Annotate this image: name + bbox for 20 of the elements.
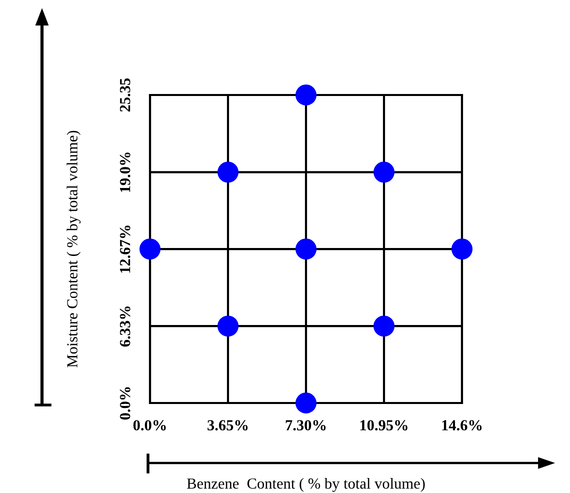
point [217, 162, 239, 183]
point [373, 316, 395, 337]
point [295, 238, 317, 260]
x-tick-label: 3.65% [208, 420, 248, 430]
y-tick-label: 25.35 [120, 78, 130, 112]
x-tick-label: 14.6% [442, 420, 482, 430]
point [217, 316, 239, 337]
x-tick-label: 7.30% [286, 420, 326, 430]
point [139, 238, 161, 260]
x-tick-label: 10.95% [360, 420, 408, 430]
x-tick-label: 0.0% [133, 420, 166, 430]
x-axis-title: Benzene Content ( % by total volume) [187, 478, 425, 492]
y-tick-label: 6.33% [120, 306, 130, 347]
y-tick-label: 12.67% [120, 226, 130, 273]
point [295, 84, 317, 106]
y-axis-title: Moisture Content ( % by total volume) [66, 130, 81, 368]
point [373, 162, 395, 183]
y-tick-label: 19.0% [120, 152, 130, 192]
point [451, 238, 473, 260]
point [295, 392, 317, 414]
